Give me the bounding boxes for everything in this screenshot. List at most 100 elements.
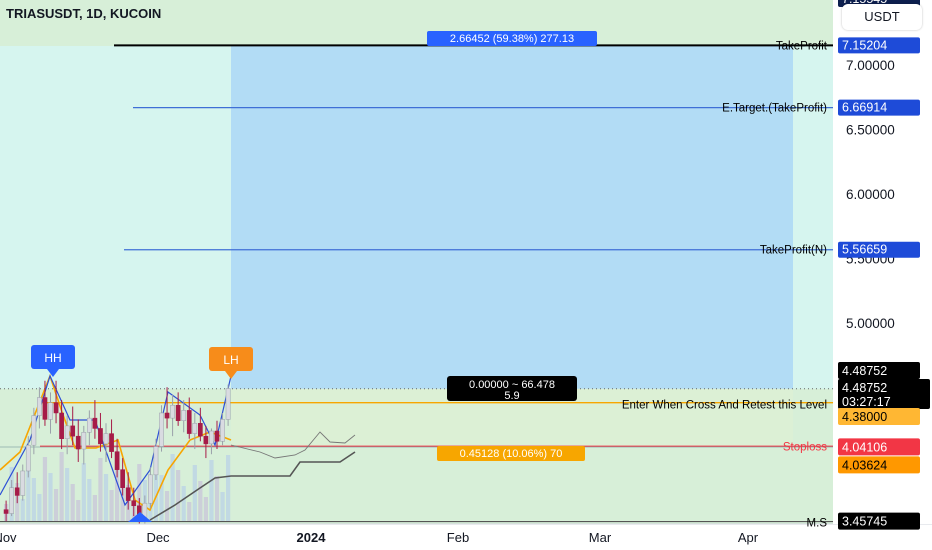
candle[interactable]	[59, 412, 64, 440]
currency-unit-button[interactable]: USDT	[842, 4, 922, 30]
lower-level-price-tag-bg	[838, 456, 920, 474]
candle[interactable]	[3, 509, 9, 514]
candle[interactable]	[42, 397, 48, 420]
e-target-price-tag: 6.66914	[842, 101, 887, 115]
volume-bar	[59, 452, 64, 522]
candle[interactable]	[192, 423, 198, 434]
price-axis[interactable]	[833, 0, 932, 524]
volume-bar	[220, 492, 225, 522]
candle[interactable]	[81, 432, 87, 450]
candle[interactable]	[25, 444, 31, 472]
pivot-hh-bg[interactable]	[31, 345, 75, 369]
candle[interactable]	[114, 451, 120, 470]
candle[interactable]	[164, 412, 170, 419]
candle[interactable]	[14, 487, 20, 496]
x-tick-label: 2024	[297, 530, 327, 545]
volume-bar	[153, 459, 159, 522]
last-price-repeat-tag: 4.48752	[842, 381, 887, 395]
candle[interactable]	[92, 417, 98, 429]
candle[interactable]	[220, 419, 225, 442]
volume-bar	[226, 455, 231, 522]
gray-thin-line	[230, 431, 356, 459]
candle[interactable]	[131, 500, 137, 507]
candle[interactable]	[153, 446, 159, 476]
profit-text: 2.66452 (59.38%) 277.13	[450, 33, 574, 45]
volume-bar	[214, 476, 220, 522]
candle[interactable]	[98, 428, 103, 445]
e-target-price-tag-bg	[838, 99, 920, 116]
loss-text: 0.45128 (10.06%) 70	[460, 448, 563, 460]
countdown-bg	[838, 379, 930, 409]
ms-price-tag-bg	[838, 512, 920, 530]
volume-bar	[37, 494, 42, 522]
volume-bar	[159, 475, 164, 522]
pivot-hh-pointer	[47, 369, 59, 377]
ms-price-tag: 3.45745	[842, 515, 887, 529]
volume-bar	[170, 454, 175, 522]
candle[interactable]	[53, 402, 59, 414]
candle[interactable]	[109, 433, 114, 452]
volume-bar	[203, 497, 208, 522]
pivot-lh-pointer	[225, 371, 237, 379]
entry-price-tag: 4.38000	[842, 410, 887, 424]
takeprofit-n-price-tag: 5.56659	[842, 243, 887, 257]
candle[interactable]	[225, 388, 231, 420]
candle[interactable]	[75, 435, 81, 450]
x-tick-label: Feb	[447, 530, 469, 545]
info-box-bg	[447, 376, 577, 401]
volume-bar	[42, 457, 48, 522]
candle[interactable]	[64, 425, 70, 440]
pivot-lh-bg[interactable]	[209, 347, 253, 371]
last-price-tag: 4.48752	[842, 364, 887, 378]
candle[interactable]	[214, 430, 220, 442]
candle[interactable]	[209, 430, 214, 445]
candle[interactable]	[198, 423, 203, 437]
x-tick-label: Dec	[146, 530, 170, 545]
candle[interactable]	[70, 425, 76, 437]
loss-text-bg	[437, 446, 585, 461]
pivot-bottom-marker	[128, 512, 152, 522]
candle[interactable]	[31, 415, 37, 446]
y-tick-label: 7.00000	[846, 58, 895, 73]
candle[interactable]	[175, 404, 181, 421]
volume-bar	[164, 491, 170, 522]
volume-bar	[181, 486, 186, 522]
candle[interactable]	[37, 397, 42, 416]
volume-bar	[92, 495, 97, 522]
y-tick-label: 6.00000	[846, 187, 895, 202]
last-price-tag-bg	[838, 362, 920, 379]
volume-bar	[192, 465, 197, 522]
candle[interactable]	[87, 417, 92, 433]
candle[interactable]	[48, 402, 53, 420]
candle[interactable]	[20, 470, 26, 496]
time-axis[interactable]	[0, 524, 932, 550]
candle[interactable]	[159, 412, 164, 447]
candle[interactable]	[170, 404, 175, 419]
takeprofit-price-tag: 7.15204	[842, 38, 887, 52]
volume-bar	[70, 484, 75, 522]
candle[interactable]	[9, 487, 14, 514]
x-tick-label: Nov	[0, 530, 17, 545]
stoploss-price-tag: 4.04106	[842, 440, 887, 454]
candle[interactable]	[186, 410, 192, 434]
entry-price-tag-bg	[838, 408, 920, 425]
candle[interactable]	[181, 410, 187, 421]
volume-bar	[26, 462, 31, 522]
candle[interactable]	[125, 487, 131, 501]
symbol-title[interactable]: TRIASUSDT, 1D, KUCOIN	[6, 6, 162, 21]
pivot-hh-label: HH	[44, 351, 61, 365]
candle[interactable]	[148, 474, 153, 504]
profit-zone[interactable]	[231, 45, 793, 389]
ms-label: M.S	[807, 518, 828, 530]
volume-bar	[87, 479, 92, 522]
candle[interactable]	[103, 433, 109, 445]
volume-bar	[115, 453, 120, 522]
candle[interactable]	[120, 469, 126, 488]
y-tick-label: 5.00000	[846, 316, 895, 331]
candle[interactable]	[203, 435, 209, 445]
volume-bar	[120, 469, 125, 522]
volume-bar	[176, 470, 181, 522]
top-cut-price-tag: 7.15545	[842, 0, 887, 6]
